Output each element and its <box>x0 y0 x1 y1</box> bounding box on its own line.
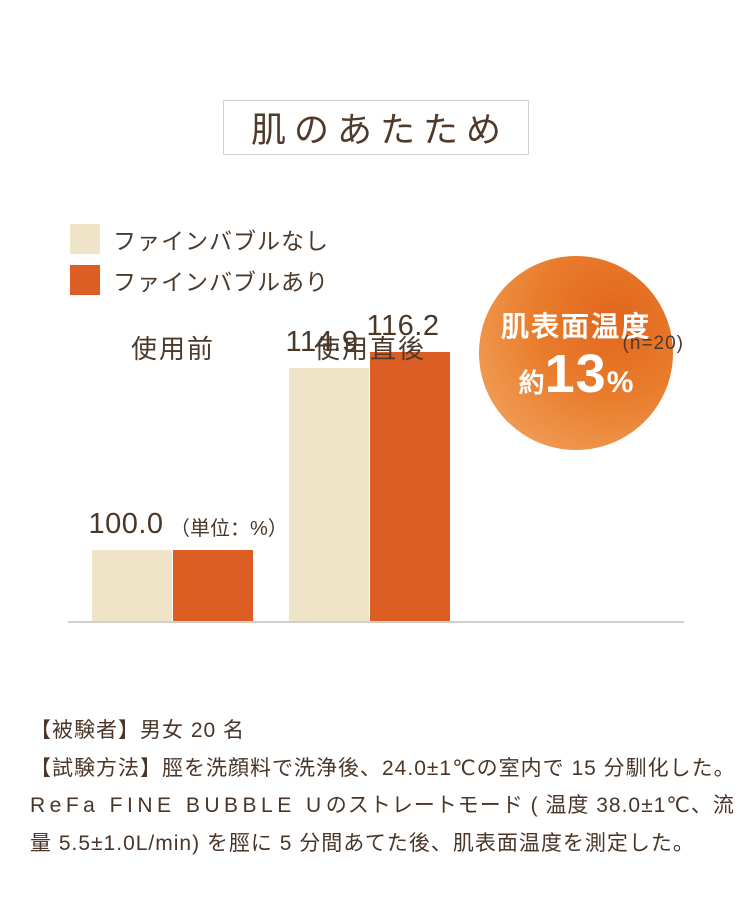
bar-before-none <box>92 550 172 621</box>
footnote-block: 【被験者】男女 20 名 【試験方法】脛を洗顔料で洗浄後、24.0±1℃の室内で… <box>30 712 736 862</box>
footnote-method-2-rest: のストレートモード ( 温度 38.0±1℃、流 <box>325 794 735 817</box>
legend-label: ファインバブルなし <box>113 228 329 254</box>
page-title: 肌のあたため <box>250 111 509 150</box>
footnote-method-3: 量 5.5±1.0L/min) を脛に 5 分間あてた後、肌表面温度を測定した。 <box>30 831 695 855</box>
badge-value-row: 約 13 % <box>519 347 634 401</box>
bar-after-none <box>289 368 369 621</box>
legend-item-none: ファインバブルなし <box>70 224 329 254</box>
footnote-method-1: 【試験方法】脛を洗顔料で洗浄後、24.0±1℃の室内で 15 分馴化した。 <box>30 756 736 780</box>
badge-value: 13 <box>544 344 607 404</box>
chart-legend: ファインバブルなし ファインバブルあり <box>70 224 329 306</box>
bar-value-label-before: 100.0 <box>88 508 164 540</box>
badge-title: 肌表面温度 <box>500 311 651 342</box>
legend-item-with: ファインバブルあり <box>70 265 329 295</box>
badge-prefix: 約 <box>518 368 545 398</box>
x-tick-before: 使用前 <box>130 334 215 364</box>
bar-chart: 100.0 114.9 116.2 （単位：%） <box>0 306 750 623</box>
footnote-subjects: 【被験者】男女 20 名 <box>30 719 246 742</box>
x-tick-after: 使用直後 <box>313 334 426 364</box>
badge-unit: % <box>606 366 634 399</box>
unit-note: （単位：%） <box>170 518 288 540</box>
legend-swatch-orange <box>70 265 100 295</box>
bar-before-with <box>173 550 253 621</box>
sample-size-note: (n=20) <box>622 333 684 354</box>
product-name: ReFa FINE BUBBLE U <box>30 794 326 817</box>
x-axis-line <box>68 621 684 623</box>
bar-value-label-after-none: 114.9 <box>285 326 359 358</box>
footnote-method-2: ReFa FINE BUBBLE Uのストレートモード ( 温度 38.0±1℃… <box>30 787 734 825</box>
bar-value-label-after-with: 116.2 <box>366 310 440 342</box>
highlight-badge: 肌表面温度 約 13 % <box>479 256 673 450</box>
legend-label: ファインバブルあり <box>113 269 329 295</box>
legend-swatch-beige <box>70 224 100 254</box>
bar-after-with <box>370 352 450 621</box>
title-box: 肌のあたため <box>223 100 529 155</box>
